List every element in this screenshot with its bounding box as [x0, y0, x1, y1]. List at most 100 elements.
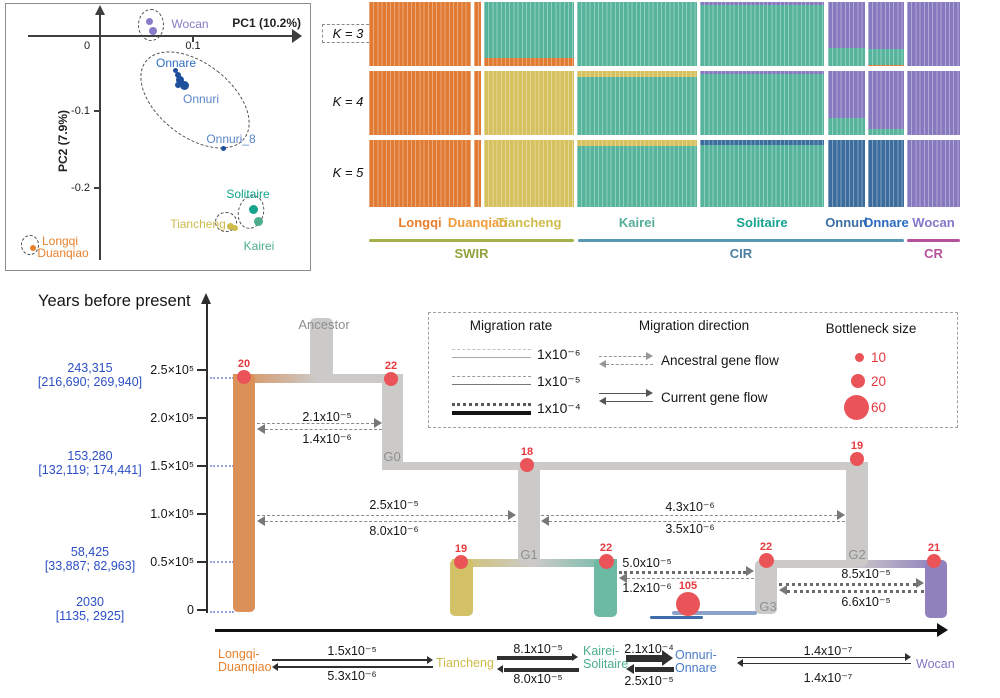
- lineage-g0: [382, 374, 403, 468]
- flow-group-label: Wocan: [916, 657, 955, 671]
- legend-bottleneck-label: 60: [871, 400, 887, 415]
- admixture-column-solitaire-k3: [700, 2, 824, 66]
- legend-rate-solid-line: [452, 384, 531, 385]
- migration-rate-label: 2.5x10⁻⁵: [624, 674, 674, 688]
- pca-data-point: [220, 145, 226, 151]
- arrowhead-left-icon: [737, 659, 743, 668]
- pca-y-tick: [94, 187, 101, 189]
- ridge-group-label-cr: CR: [924, 246, 943, 261]
- migration-rate-label: 5.0x10⁻⁵: [622, 556, 672, 570]
- bottleneck-size-label: 105: [678, 580, 698, 592]
- flow-group-label: Onnuri-: [675, 648, 717, 662]
- ancestry-segment: [700, 74, 824, 135]
- migration-rate-label: 8.5x10⁻⁵: [841, 567, 891, 581]
- admixture-column-longqi-k3: [369, 2, 471, 66]
- migration-rate-label: 5.3x10⁻⁶: [327, 669, 377, 683]
- arrowhead-left-icon: [599, 397, 606, 406]
- arrowhead-right-icon: [646, 352, 653, 361]
- ancestral-flow-line: [619, 571, 746, 574]
- pca-data-point: [149, 27, 157, 35]
- time-tick: [197, 369, 207, 371]
- ancestry-segment: [868, 49, 904, 66]
- bottleneck-size-label: 21: [927, 542, 941, 554]
- pca-x-tick-label: 0.1: [185, 40, 201, 52]
- legend-bottleneck-label: 20: [871, 374, 887, 389]
- arrowhead-right-icon: [837, 510, 845, 521]
- branch-label-g3: G3: [759, 599, 777, 614]
- pca-cluster-label-longqi: Longqi: [41, 234, 79, 248]
- divergence-gridline: [210, 561, 234, 563]
- arrowhead-left-icon: [257, 424, 265, 435]
- pca-data-point: [176, 76, 184, 84]
- current-flow-line: [272, 659, 427, 661]
- ancestral-flow-line: [627, 578, 754, 579]
- legend-direction-line: [606, 364, 653, 365]
- bottleneck-size-label: 22: [384, 360, 398, 372]
- migration-rate-label: 4.3x10⁻⁶: [665, 500, 715, 514]
- branch-label-g0: G0: [383, 449, 401, 464]
- pca-x-tick-label: 0: [83, 40, 91, 52]
- individual-stripes-overlay: [868, 71, 904, 135]
- legend-bottleneck-dot: [851, 374, 865, 388]
- legend-rate-dashed-line: [452, 376, 531, 377]
- pca-data-point: [248, 204, 258, 214]
- legend-box: [428, 312, 958, 428]
- admixture-column-wocan-k5: [907, 140, 960, 207]
- pca-x-axis-label: PC1 (10.2%): [232, 16, 301, 30]
- migration-rate-label: 2.1x10⁻⁵: [302, 410, 352, 424]
- ancestry-segment: [484, 140, 574, 207]
- ancestry-segment: [474, 140, 481, 207]
- pca-data-point: [172, 67, 178, 73]
- arrowhead-right-icon: [508, 510, 516, 521]
- pca-cluster-label-duanqiao: Duanqiao: [37, 246, 89, 260]
- bottleneck-dot: [520, 458, 534, 472]
- individual-stripes-overlay: [868, 140, 904, 207]
- pca-x-axis-arrow-icon: [292, 29, 302, 43]
- individual-stripes-overlay: [577, 2, 697, 66]
- onnuri-onnare-line: [650, 616, 703, 619]
- arrowhead-right-icon: [572, 653, 579, 662]
- population-label-onnuri: Onnuri: [825, 215, 868, 230]
- time-tick: [197, 465, 207, 467]
- admixture-column-longqi-k5: [369, 140, 471, 207]
- arrowhead-left-icon: [619, 573, 627, 584]
- pca-cluster-ellipse: [21, 235, 39, 255]
- migration-rate-label: 2.5x10⁻⁵: [369, 498, 419, 512]
- admixture-column-tiancheng-k4: [484, 71, 574, 135]
- time-tick: [197, 513, 207, 515]
- legend-direction-label: Ancestral gene flow: [661, 353, 779, 368]
- individual-stripes-overlay: [474, 140, 481, 207]
- current-flow-line: [503, 668, 579, 672]
- divergence-gridline: [210, 611, 234, 613]
- flow-group-label: Kairei-: [583, 644, 620, 658]
- lineage-wocan: [925, 560, 947, 618]
- ancestry-segment: [577, 2, 697, 66]
- pca-cluster-label-onnuri: Onnuri: [182, 92, 220, 106]
- migration-rate-label: 3.5x10⁻⁶: [665, 522, 715, 536]
- ancestry-segment: [828, 71, 865, 119]
- admixture-column-tiancheng-k5: [484, 140, 574, 207]
- ancestral-flow-line: [787, 590, 924, 593]
- flow-group-label: Onnare: [675, 661, 717, 675]
- time-tick-label: 1.0×10⁵: [150, 507, 194, 521]
- admixture-column-duanqiao-k3: [474, 2, 481, 66]
- time-tick: [197, 561, 207, 563]
- arrowhead-right-icon: [646, 389, 653, 398]
- legend-bottleneck-dot: [843, 394, 869, 420]
- flow-group-label: Tiancheng: [436, 656, 494, 670]
- ancestry-segment: [907, 71, 960, 135]
- ancestral-flow-line: [257, 423, 374, 424]
- k-label-4: K = 4: [332, 94, 364, 109]
- time-tick-label: 2.5×10⁵: [150, 363, 194, 377]
- admixture-column-kairei-k4: [577, 71, 697, 135]
- pca-cluster-label-solitaire: Solitaire: [226, 187, 270, 201]
- ancestry-segment: [700, 5, 824, 66]
- k-label-5: K = 5: [332, 164, 364, 180]
- admixture-column-onnare-k3: [868, 2, 904, 66]
- pca-data-point: [145, 17, 153, 25]
- pca-cluster-ellipse: [215, 212, 237, 232]
- ridge-group-line-cr: [907, 239, 960, 242]
- ancestry-segment: [868, 2, 904, 50]
- migration-rate-label: 2.1x10⁻⁴: [624, 642, 674, 656]
- admixture-column-solitaire-k5: [700, 140, 824, 207]
